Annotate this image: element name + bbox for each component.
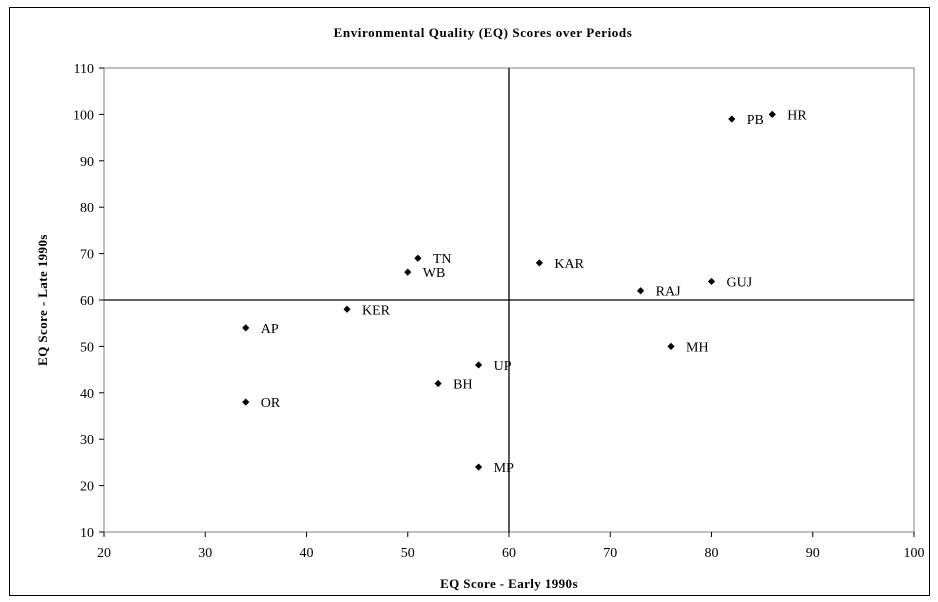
point-label-tn: TN (433, 252, 452, 267)
data-point-raj (637, 287, 645, 295)
point-label-raj: RAJ (656, 285, 681, 300)
point-label-wb: WB (423, 266, 446, 281)
data-point-up (475, 361, 483, 369)
data-point-ap (242, 324, 250, 332)
x-tick-label: 90 (806, 546, 820, 561)
y-axis: 10 20 30 40 50 60 70 80 90 100 110 (73, 62, 104, 541)
point-label-up: UP (494, 359, 512, 374)
point-label-kar: KAR (554, 257, 584, 272)
point-label-ap: AP (261, 322, 279, 337)
data-point-bh (434, 379, 442, 388)
y-tick-label: 60 (80, 294, 94, 309)
point-label-guj: GUJ (727, 275, 753, 290)
y-tick-label: 70 (80, 248, 94, 263)
chart-title: Environmental Quality (EQ) Scores over P… (334, 25, 633, 40)
y-tick-label: 10 (80, 526, 94, 541)
y-axis-label: EQ Score - Late 1990s (35, 234, 50, 366)
x-tick-label: 20 (97, 546, 111, 561)
y-tick-label: 100 (73, 108, 94, 123)
data-point-or (242, 398, 250, 406)
data-point-kar (535, 259, 543, 267)
y-tick-label: 90 (80, 155, 94, 170)
reference-lines (104, 68, 914, 532)
point-label-bh: BH (453, 378, 472, 393)
data-point-hr (768, 110, 776, 118)
x-tick-label: 30 (198, 546, 212, 561)
x-tick-label: 100 (904, 546, 925, 561)
data-point-mh (667, 342, 675, 350)
data-point-guj (707, 277, 716, 286)
data-point-mp (475, 463, 483, 471)
x-tick-label: 60 (502, 546, 516, 561)
point-label-or: OR (261, 396, 281, 411)
x-axis-label: EQ Score - Early 1990s (440, 576, 578, 591)
data-point-wb (404, 268, 412, 276)
point-label-pb: PB (747, 113, 764, 128)
point-label-ker: KER (362, 303, 391, 318)
y-tick-label: 80 (80, 201, 94, 216)
y-tick-label: 30 (80, 433, 94, 448)
x-tick-label: 40 (300, 546, 314, 561)
y-tick-label: 20 (80, 480, 94, 495)
data-points: HR PB TN KAR WB GUJ RAJ KER AP MH UP BH OR MP (242, 108, 807, 476)
data-point-tn (414, 254, 422, 262)
y-tick-label: 110 (74, 62, 94, 77)
x-axis: 20 30 40 50 60 70 80 90 100 (97, 532, 925, 561)
x-tick-label: 70 (603, 546, 617, 561)
y-tick-label: 40 (80, 387, 94, 402)
point-label-hr: HR (787, 108, 807, 123)
point-label-mp: MP (494, 461, 514, 476)
x-tick-label: 80 (705, 546, 719, 561)
y-tick-label: 50 (80, 340, 94, 355)
x-tick-label: 50 (401, 546, 415, 561)
data-point-pb (728, 115, 736, 123)
chart-frame (9, 7, 930, 596)
point-label-mh: MH (686, 340, 709, 355)
data-point-ker (343, 305, 351, 313)
